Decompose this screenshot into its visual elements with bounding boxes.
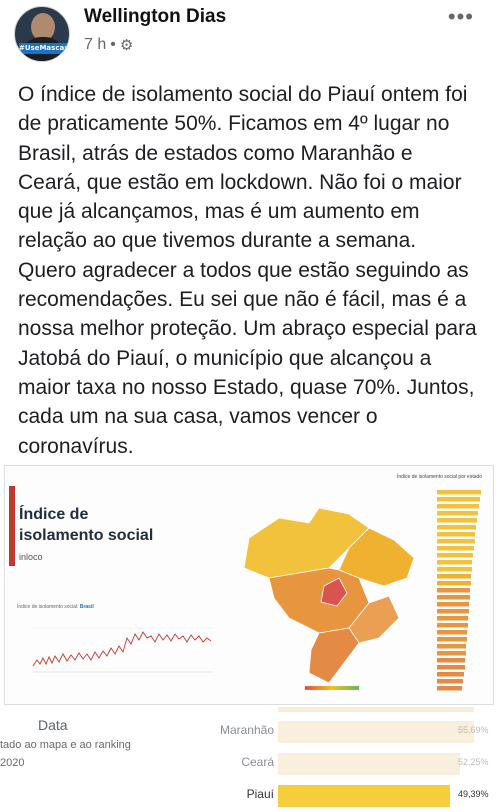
post-header: #UseMascara Wellington Dias 7 h • ⚙ ••• bbox=[0, 0, 496, 70]
line-chart-series bbox=[32, 631, 212, 667]
map-highlight-region bbox=[320, 577, 348, 607]
state-ranking: Índice de isolamento social por estado bbox=[397, 474, 493, 702]
infographic-title-line1: Índice de bbox=[19, 506, 89, 523]
infographic-title-line2: isolamento social bbox=[19, 527, 154, 544]
ranking-state: Maranhão bbox=[219, 723, 274, 737]
ranking-bars bbox=[437, 490, 481, 691]
date-label: Data bbox=[38, 717, 68, 733]
ranking-bar bbox=[437, 623, 468, 628]
ranking-value: 52,25% bbox=[458, 757, 489, 767]
ranking-bar bbox=[437, 672, 464, 677]
avatar[interactable]: #UseMascara bbox=[14, 6, 70, 62]
map-south-region bbox=[308, 627, 360, 684]
line-chart-title-region: Brasil bbox=[79, 604, 94, 610]
ranking-bar bbox=[437, 686, 462, 691]
accent-bar bbox=[9, 486, 15, 566]
author-name[interactable]: Wellington Dias bbox=[84, 6, 227, 27]
ranking-bar bbox=[437, 609, 469, 614]
ranking-row-bar bbox=[278, 753, 460, 775]
ranking-bar bbox=[437, 511, 478, 516]
ranking-bar bbox=[437, 546, 474, 551]
gear-icon[interactable]: ⚙ bbox=[119, 37, 134, 54]
ranking-bar bbox=[437, 644, 466, 649]
ranking-bar bbox=[437, 518, 477, 523]
date-subtitle: tado ao mapa e ao ranking bbox=[0, 739, 131, 751]
ranking-bar bbox=[437, 595, 470, 600]
more-dots-icon[interactable]: ••• bbox=[447, 4, 474, 29]
ranking-bar bbox=[437, 679, 463, 684]
ranking-bar bbox=[437, 637, 467, 642]
ranking-bar bbox=[437, 602, 469, 607]
ranking-row-bar bbox=[278, 721, 474, 743]
infographic-slide: Índice de isolamento social inloco Índic… bbox=[4, 465, 494, 705]
ranking-bar bbox=[437, 658, 465, 663]
ranking-row-maranhao: Maranhão 55,69% bbox=[0, 719, 496, 745]
date-year: 2020 bbox=[0, 757, 25, 769]
ranking-row-bar bbox=[278, 785, 450, 807]
avatar-tag: #UseMascara bbox=[19, 43, 70, 54]
ranking-bar bbox=[437, 630, 467, 635]
map-legend bbox=[305, 686, 359, 690]
post-meta: 7 h • ⚙ bbox=[84, 36, 133, 54]
ranking-bar bbox=[437, 490, 481, 495]
post-time[interactable]: 7 h bbox=[84, 36, 107, 53]
infographic-source: inloco bbox=[19, 552, 43, 562]
map-legend-gradient bbox=[305, 686, 359, 690]
zoomed-ranking: Data tado ao mapa e ao ranking 2020 Mara… bbox=[0, 705, 496, 812]
ranking-bar bbox=[437, 532, 475, 537]
ranking-bar bbox=[437, 553, 473, 558]
ranking-bar bbox=[437, 504, 479, 509]
ranking-bar bbox=[437, 588, 470, 593]
ranking-bar bbox=[437, 560, 472, 565]
meta-separator: • bbox=[110, 36, 116, 53]
ranking-value: 55,69% bbox=[458, 725, 489, 735]
ranking-state: Piauí bbox=[246, 787, 274, 801]
line-chart bbox=[32, 627, 213, 673]
ranking-bar bbox=[437, 581, 471, 586]
post-image[interactable]: Índice de isolamento social inloco Índic… bbox=[0, 465, 496, 812]
ranking-value: 49,39% bbox=[458, 789, 489, 799]
post-text: O índice de isolamento social do Piauí o… bbox=[18, 83, 477, 458]
ranking-row-ceara: Ceará 52,25% bbox=[0, 751, 496, 777]
ranking-bar bbox=[437, 574, 471, 579]
ranking-top-edge bbox=[278, 707, 474, 712]
line-chart-title: Índice de isolamento social: Brasil bbox=[17, 604, 94, 610]
infographic-title: Índice de isolamento social bbox=[19, 504, 153, 546]
ranking-bar bbox=[437, 616, 468, 621]
ranking-bar bbox=[437, 497, 480, 502]
ranking-bar bbox=[437, 665, 465, 670]
line-chart-title-prefix: Índice de isolamento social: bbox=[17, 604, 79, 610]
ranking-bar bbox=[437, 525, 476, 530]
brazil-map bbox=[243, 507, 415, 684]
ranking-bar bbox=[437, 651, 466, 656]
ranking-state: Ceará bbox=[241, 755, 274, 769]
ranking-row-piaui: Piauí 49,39% bbox=[0, 783, 496, 809]
ranking-bar bbox=[437, 567, 472, 572]
ranking-bar bbox=[437, 539, 475, 544]
ranking-title: Índice de isolamento social por estado bbox=[397, 474, 483, 480]
avatar-face bbox=[31, 13, 55, 41]
